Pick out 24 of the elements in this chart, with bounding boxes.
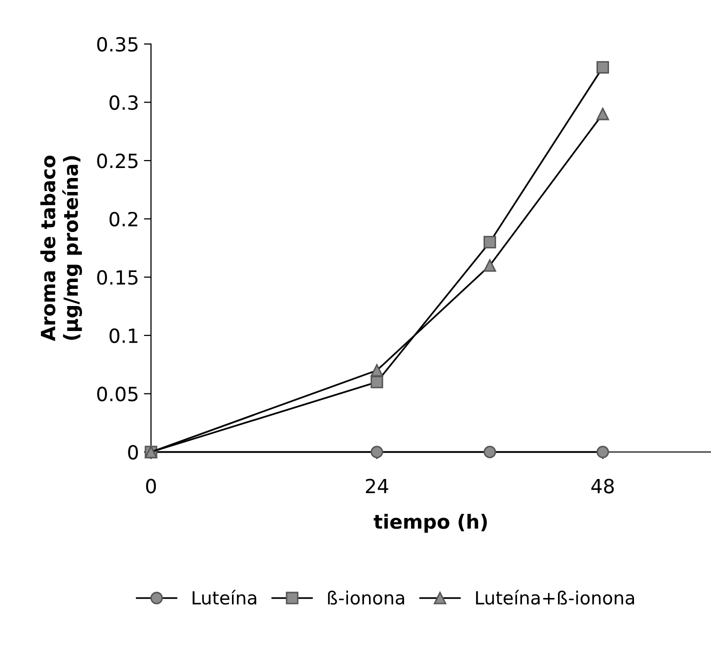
x-axis-title: tiempo (h) bbox=[374, 514, 487, 533]
y-tick-label: 0.05 bbox=[97, 386, 138, 402]
point bbox=[484, 236, 496, 248]
y-tick-label: 0.35 bbox=[97, 36, 138, 52]
x-tick-label: 24 bbox=[366, 478, 388, 494]
point bbox=[484, 259, 496, 272]
y-tick-label: 0.3 bbox=[110, 95, 138, 110]
legend-label: Luteína bbox=[192, 590, 256, 605]
y-tick-label: 0.15 bbox=[97, 270, 138, 285]
y-axis-title: Aroma de tabaco (µg/mg proteína) bbox=[40, 156, 82, 342]
y-tick-label: 0 bbox=[128, 444, 138, 460]
point bbox=[596, 108, 610, 120]
x-tick-label: 0 bbox=[146, 478, 156, 494]
point bbox=[370, 364, 384, 377]
y-tick-label: 0.25 bbox=[97, 154, 138, 168]
point bbox=[596, 61, 610, 74]
legend-label: Luteína+ß-ionona bbox=[476, 590, 634, 605]
y-tick-label: 0.1 bbox=[110, 328, 138, 344]
point bbox=[370, 376, 384, 388]
legend-label: ß-ionona bbox=[328, 590, 404, 605]
x-tick-label: 48 bbox=[591, 478, 614, 494]
y-tick-label: 0.2 bbox=[110, 212, 138, 227]
point bbox=[370, 446, 384, 458]
point bbox=[484, 446, 496, 458]
